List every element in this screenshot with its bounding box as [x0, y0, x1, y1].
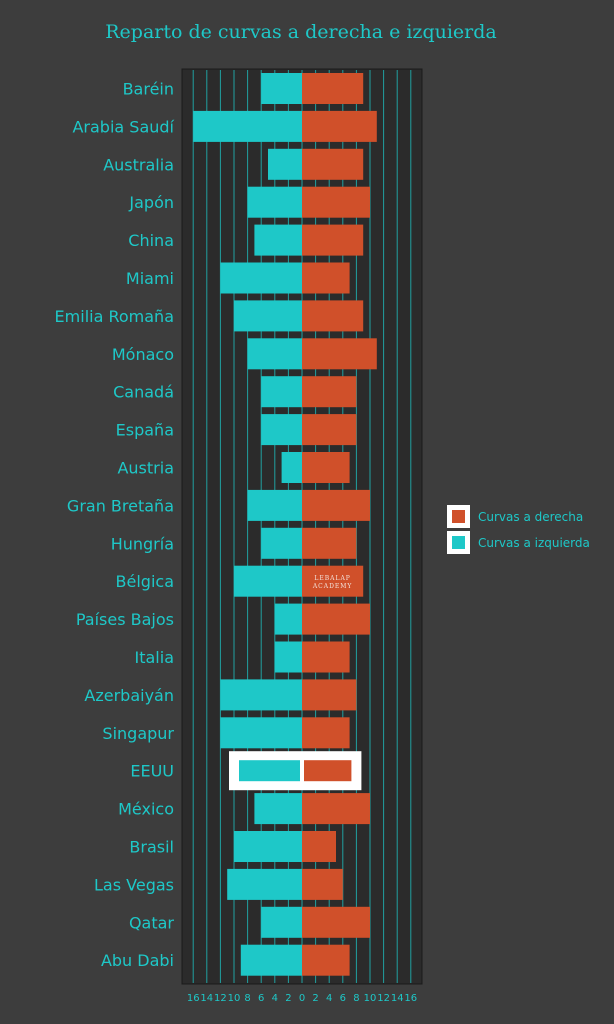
bar-right: [302, 148, 364, 180]
bar-left: [220, 679, 302, 711]
category-label: Australia: [103, 155, 174, 174]
category-label: Singapur: [102, 724, 174, 743]
bar-right: [302, 565, 364, 597]
bar-right: [302, 868, 343, 900]
bar-left: [254, 793, 302, 825]
category-label: Las Vegas: [94, 875, 174, 894]
bar-right: [302, 262, 350, 294]
bar-left: [234, 565, 302, 597]
x-tick-label: 4: [326, 993, 332, 1004]
bar-left: [274, 641, 302, 673]
bar-left: [261, 414, 302, 446]
category-label: Brasil: [129, 838, 174, 857]
x-tick-label: 16: [187, 993, 200, 1004]
bar-right: [304, 760, 352, 782]
bar-left: [240, 944, 302, 976]
x-tick-label: 2: [312, 993, 318, 1004]
x-tick-label: 0: [299, 993, 305, 1004]
bar-right: [302, 73, 364, 104]
bar-right: [302, 414, 357, 446]
bar-right: [302, 906, 370, 938]
x-tick-label: 10: [364, 993, 377, 1004]
bar-right: [302, 186, 370, 218]
x-tick-label: 2: [285, 993, 291, 1004]
bar-left: [261, 73, 302, 104]
bar-left: [220, 717, 302, 749]
bar-right: [302, 527, 357, 559]
category-label: Mónaco: [112, 345, 174, 364]
bar-left: [261, 906, 302, 938]
bar-left: [247, 186, 302, 218]
category-label: Azerbaiyán: [84, 686, 174, 705]
legend-label: Curvas a izquierda: [478, 536, 590, 550]
bar-right: [302, 831, 336, 862]
x-tick-label: 12: [377, 993, 390, 1004]
bar-right: [302, 300, 364, 332]
category-label: Baréin: [123, 80, 174, 99]
bar-right: [302, 641, 350, 673]
category-label: Abu Dabi: [101, 951, 174, 970]
x-tick-label: 6: [258, 993, 264, 1004]
category-label: Hungría: [111, 534, 174, 553]
category-label: Italia: [135, 648, 175, 667]
bar-left: [239, 760, 300, 782]
bar-right: [302, 224, 364, 256]
category-label: Miami: [126, 269, 174, 288]
bar-left: [234, 831, 302, 862]
x-tick-label: 14: [391, 993, 404, 1004]
category-label: EEUU: [130, 762, 174, 781]
category-label: Emilia Romaña: [55, 307, 174, 326]
bar-left: [234, 300, 302, 332]
bar-right: [302, 452, 350, 483]
bar-left: [254, 224, 302, 256]
bar-right: [302, 376, 357, 408]
category-label: Canadá: [113, 383, 174, 402]
x-tick-label: 10: [228, 993, 241, 1004]
category-label: Gran Bretaña: [67, 496, 174, 515]
bar-left: [281, 452, 302, 483]
bar-left: [193, 110, 302, 142]
bar-left: [247, 338, 302, 370]
category-label: Países Bajos: [76, 610, 174, 629]
bar-left: [274, 603, 302, 635]
category-label: Austria: [117, 459, 174, 478]
category-label: Japón: [128, 193, 174, 212]
category-label: México: [118, 800, 174, 819]
bar-left: [227, 868, 302, 900]
x-tick-label: 8: [353, 993, 359, 1004]
category-label: España: [116, 421, 174, 440]
legend-label: Curvas a derecha: [478, 510, 583, 524]
bar-left: [261, 527, 302, 559]
bar-right: [302, 944, 350, 976]
x-tick-label: 16: [404, 993, 417, 1004]
x-tick-label: 8: [244, 993, 250, 1004]
watermark-line: ACADEMY: [312, 583, 353, 590]
chart-title: Reparto de curvas a derecha e izquierda: [105, 21, 497, 43]
legend-swatch: [452, 536, 465, 549]
bar-right: [302, 489, 370, 521]
x-tick-label: 14: [200, 993, 213, 1004]
category-label: Bélgica: [116, 572, 174, 591]
watermark-line: LEBALAP: [314, 575, 350, 582]
bar-left: [261, 376, 302, 408]
bar-left: [247, 489, 302, 521]
bar-right: [302, 679, 357, 711]
bar-right: [302, 717, 350, 749]
bar-right: [302, 110, 377, 142]
bar-left: [268, 148, 302, 180]
x-tick-label: 12: [214, 993, 227, 1004]
category-label: Arabia Saudí: [72, 117, 174, 136]
category-label: Qatar: [129, 913, 174, 932]
x-tick-label: 6: [340, 993, 346, 1004]
bar-left: [220, 262, 302, 294]
bar-right: [302, 793, 370, 825]
x-tick-label: 4: [272, 993, 278, 1004]
bar-right: [302, 603, 370, 635]
category-label: China: [128, 231, 174, 250]
bar-right: [302, 338, 377, 370]
legend-swatch: [452, 510, 465, 523]
